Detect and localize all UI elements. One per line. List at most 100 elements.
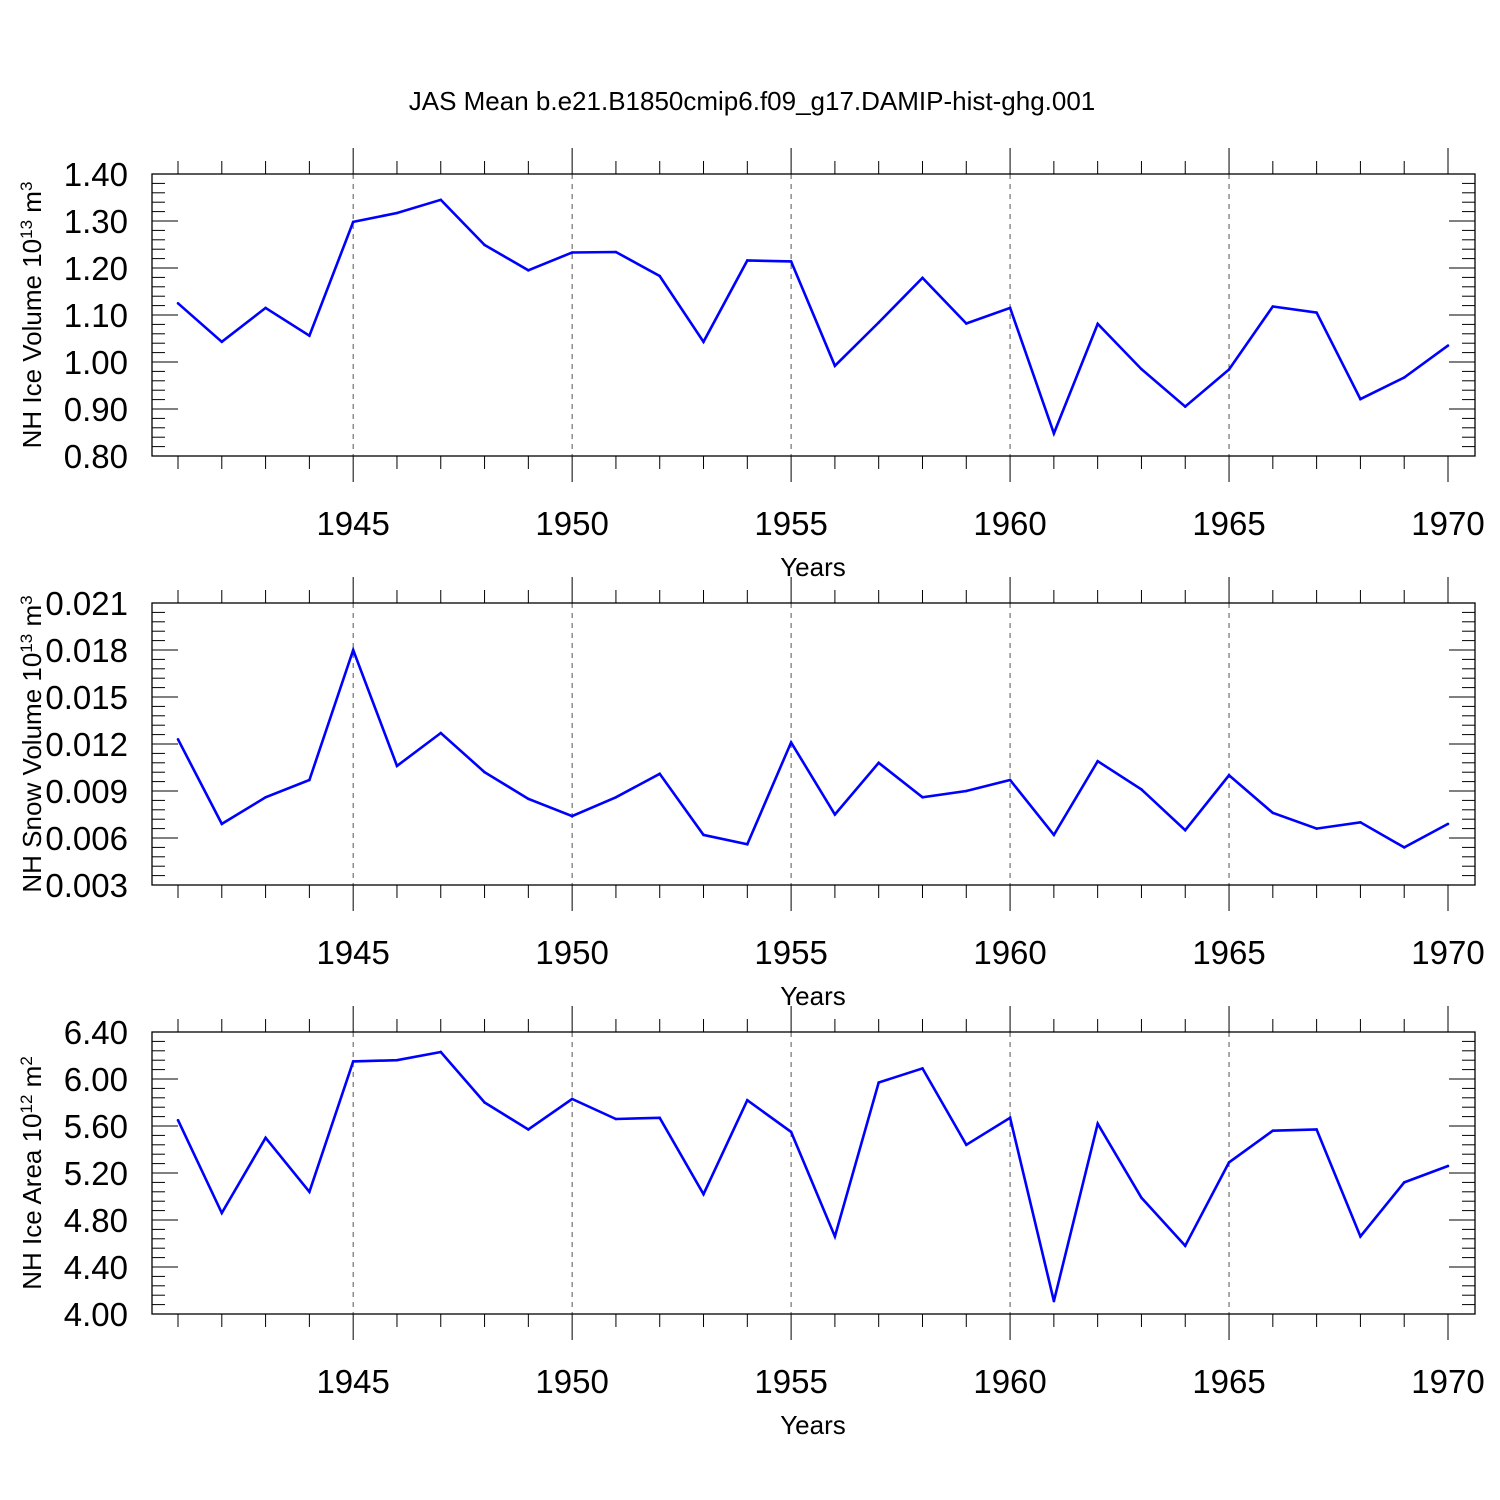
y-tick-label: 6.40 xyxy=(64,1014,128,1051)
data-point xyxy=(264,1136,267,1140)
data-point xyxy=(1446,1164,1450,1168)
y-axis-title: NH Ice Volume 1013 m3 xyxy=(17,182,48,449)
data-point xyxy=(483,243,486,247)
data-point xyxy=(527,797,530,801)
data-point xyxy=(1402,846,1406,849)
x-tick-label: 1960 xyxy=(973,505,1046,542)
data-point xyxy=(833,813,837,816)
chart-panels: 0.80 0.90 1.00 1.10 1.20 1.30 1.40 1945 1950 1955… xyxy=(17,148,1485,1440)
data-point xyxy=(395,211,399,215)
data-point xyxy=(439,1050,443,1054)
x-tick-label: 1970 xyxy=(1411,934,1484,971)
y-tick-label: 4.00 xyxy=(64,1296,128,1333)
data-point xyxy=(1315,827,1318,830)
data-point xyxy=(921,1067,924,1070)
data-point xyxy=(614,795,618,799)
data-point xyxy=(833,1235,837,1238)
y-tick-label: 1.30 xyxy=(64,203,128,240)
chart-title: JAS Mean b.e21.B1850cmip6.f09_g17.DAMIP-… xyxy=(409,86,1096,116)
data-point xyxy=(351,1060,355,1063)
x-tick-label: 1955 xyxy=(754,1363,827,1400)
data-point xyxy=(658,772,662,776)
x-tick-label: 1960 xyxy=(973,934,1046,971)
data-point xyxy=(176,301,180,305)
data-point xyxy=(351,648,355,652)
y-tick-label: 1.40 xyxy=(64,156,128,193)
data-point xyxy=(1008,1116,1012,1120)
data-point xyxy=(789,260,793,263)
x-tick-label: 1945 xyxy=(316,1363,389,1400)
x-tick-label: 1965 xyxy=(1192,1363,1265,1400)
data-point xyxy=(439,731,443,735)
y-axis-title: NH Snow Volume 1013 m3 xyxy=(17,595,48,892)
y-tick-label: 0.006 xyxy=(45,820,128,857)
data-point xyxy=(658,274,662,278)
y-axis-title: NH Ice Area 1012 m2 xyxy=(17,1056,48,1290)
y-tick-label: 5.60 xyxy=(64,1108,128,1145)
data-point xyxy=(570,814,574,818)
panel-3: 4.00 4.40 4.80 5.20 5.60 6.00 6.40 1945 1950 1955… xyxy=(17,1006,1485,1440)
data-point xyxy=(658,1116,662,1120)
data-point xyxy=(1402,1181,1406,1184)
data-point xyxy=(1227,368,1231,371)
y-tick-label: 1.00 xyxy=(64,344,128,381)
data-point xyxy=(395,1058,399,1062)
y-tick-label: 0.012 xyxy=(45,726,128,763)
data-point xyxy=(176,1118,180,1122)
data-point xyxy=(1271,1129,1275,1132)
y-tick-label: 6.00 xyxy=(64,1061,128,1098)
data-point xyxy=(789,1130,793,1134)
data-point xyxy=(1008,306,1012,310)
data-point xyxy=(964,1143,968,1147)
data-point xyxy=(570,1097,574,1101)
y-tick-label: 5.20 xyxy=(64,1155,128,1192)
data-point xyxy=(833,364,837,368)
data-point xyxy=(483,770,486,774)
data-point xyxy=(1315,1128,1318,1131)
data-point xyxy=(1096,759,1099,763)
data-point xyxy=(1183,1244,1187,1248)
x-axis-title: Years xyxy=(780,1410,846,1440)
data-point xyxy=(1008,778,1012,782)
x-tick-label: 1970 xyxy=(1411,505,1484,542)
data-point xyxy=(1359,397,1362,401)
data-point xyxy=(1271,811,1275,815)
data-point xyxy=(308,334,311,337)
data-point xyxy=(308,1190,311,1194)
y-tick-label: 4.40 xyxy=(64,1249,128,1286)
x-tick-label: 1970 xyxy=(1411,1363,1484,1400)
x-tick-label: 1965 xyxy=(1192,505,1265,542)
data-point xyxy=(439,198,443,202)
x-tick-label: 1965 xyxy=(1192,934,1265,971)
series-line xyxy=(176,646,1449,849)
data-point xyxy=(1402,376,1406,379)
data-point xyxy=(1052,432,1056,435)
data-point xyxy=(789,741,793,744)
data-point xyxy=(527,1128,530,1131)
data-point xyxy=(746,1098,749,1102)
data-point xyxy=(877,761,880,765)
data-point xyxy=(746,259,749,262)
plot-frame xyxy=(151,602,1476,886)
data-point xyxy=(570,251,574,254)
data-point xyxy=(176,738,180,741)
data-point xyxy=(1446,822,1450,826)
data-point xyxy=(1315,311,1318,314)
data-point xyxy=(308,778,311,782)
data-point xyxy=(264,306,267,310)
data-point xyxy=(964,322,968,325)
y-tick-label: 4.80 xyxy=(64,1202,128,1239)
data-point xyxy=(1096,1122,1099,1125)
data-point xyxy=(921,276,924,280)
x-tick-label: 1945 xyxy=(316,505,389,542)
data-point xyxy=(1271,305,1275,308)
data-point xyxy=(877,1081,880,1084)
data-point xyxy=(1359,821,1362,824)
data-point xyxy=(264,795,267,799)
data-point xyxy=(351,220,355,224)
x-tick-label: 1955 xyxy=(754,505,827,542)
y-tick-label: 0.021 xyxy=(45,585,128,622)
plot-frame xyxy=(151,1031,1476,1315)
y-tick-label: 1.20 xyxy=(64,250,128,287)
